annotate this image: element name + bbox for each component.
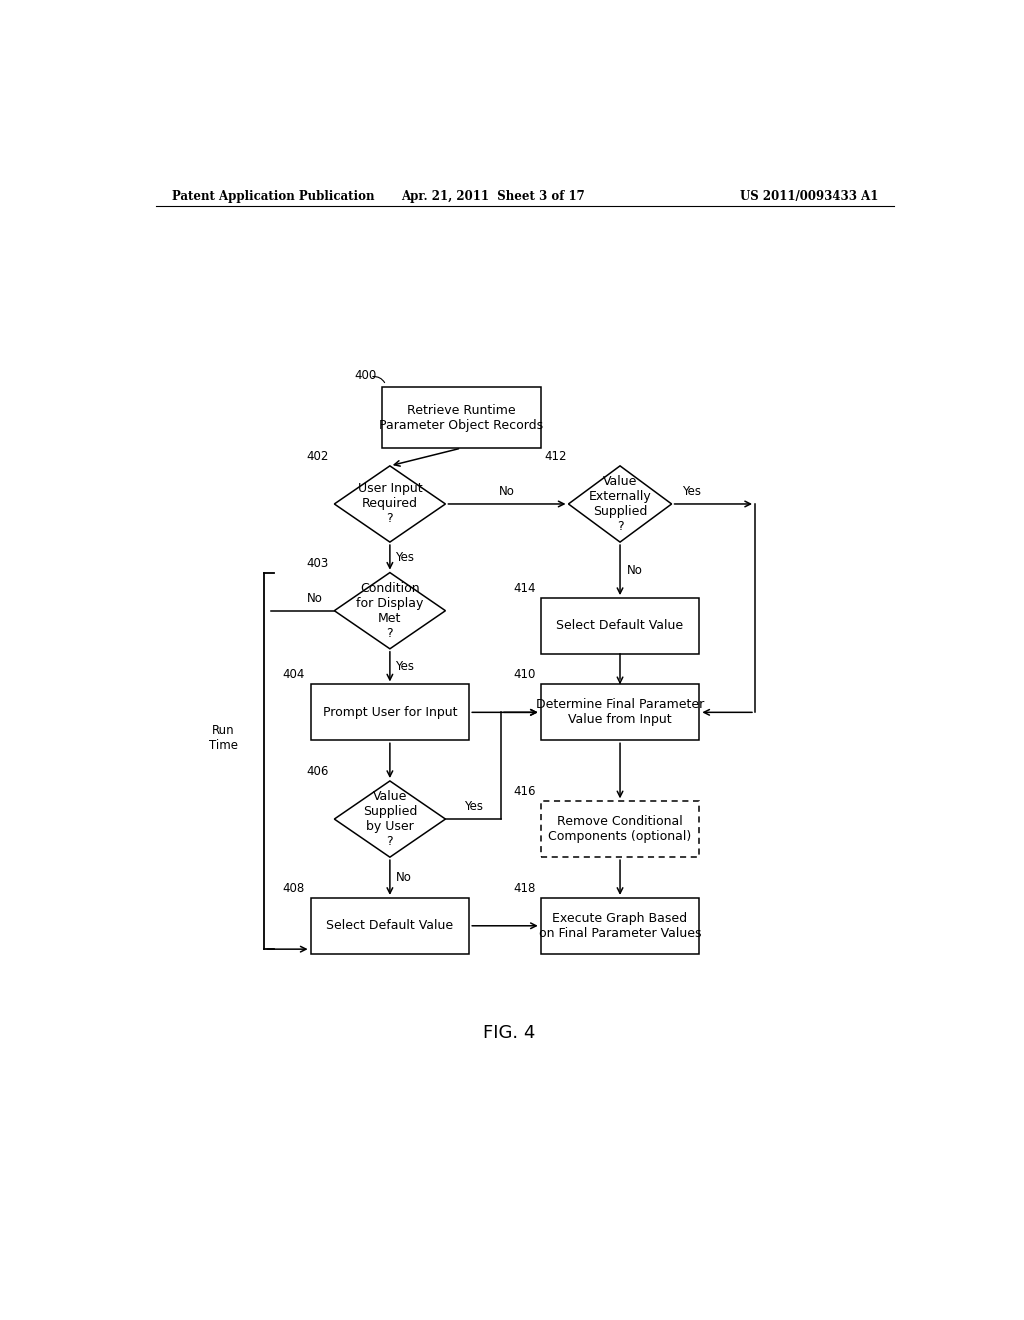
Text: US 2011/0093433 A1: US 2011/0093433 A1 [739,190,878,202]
Text: No: No [396,871,412,884]
Text: Yes: Yes [682,486,701,498]
FancyBboxPatch shape [541,598,699,653]
Text: Select Default Value: Select Default Value [556,619,684,632]
Text: No: No [499,486,515,498]
Text: FIG. 4: FIG. 4 [482,1023,536,1041]
Text: 408: 408 [283,882,305,895]
Text: Retrieve Runtime
Parameter Object Records: Retrieve Runtime Parameter Object Record… [379,404,544,432]
Text: Value
Supplied
by User
?: Value Supplied by User ? [362,791,417,847]
Polygon shape [334,573,445,649]
Text: Condition
for Display
Met
?: Condition for Display Met ? [356,582,424,640]
Text: Determine Final Parameter
Value from Input: Determine Final Parameter Value from Inp… [536,698,705,726]
FancyBboxPatch shape [310,898,469,954]
Text: Patent Application Publication: Patent Application Publication [172,190,374,202]
Text: 403: 403 [306,557,329,569]
Text: 418: 418 [513,882,536,895]
Text: Yes: Yes [394,550,414,564]
Text: 406: 406 [306,764,329,777]
Polygon shape [568,466,672,543]
FancyBboxPatch shape [541,898,699,954]
FancyBboxPatch shape [310,684,469,741]
Text: Execute Graph Based
on Final Parameter Values: Execute Graph Based on Final Parameter V… [539,912,701,940]
Text: No: No [306,591,323,605]
Text: Apr. 21, 2011  Sheet 3 of 17: Apr. 21, 2011 Sheet 3 of 17 [401,190,585,202]
Text: 410: 410 [513,668,536,681]
Polygon shape [334,781,445,857]
Text: Run
Time: Run Time [209,723,238,752]
Text: 416: 416 [513,785,536,799]
Text: 404: 404 [283,668,305,681]
Text: Yes: Yes [394,660,414,673]
FancyBboxPatch shape [541,801,699,857]
FancyBboxPatch shape [541,684,699,741]
Text: 400: 400 [354,370,377,381]
Text: Remove Conditional
Components (optional): Remove Conditional Components (optional) [549,816,691,843]
Polygon shape [334,466,445,543]
Text: No: No [627,564,642,577]
Text: 412: 412 [545,450,567,463]
Text: User Input
Required
?: User Input Required ? [357,483,422,525]
Text: 402: 402 [306,450,329,463]
FancyBboxPatch shape [382,387,541,447]
Text: Value
Externally
Supplied
?: Value Externally Supplied ? [589,475,651,533]
Text: Prompt User for Input: Prompt User for Input [323,706,457,719]
Text: 414: 414 [513,582,536,595]
Text: Yes: Yes [464,800,482,813]
Text: Select Default Value: Select Default Value [327,919,454,932]
